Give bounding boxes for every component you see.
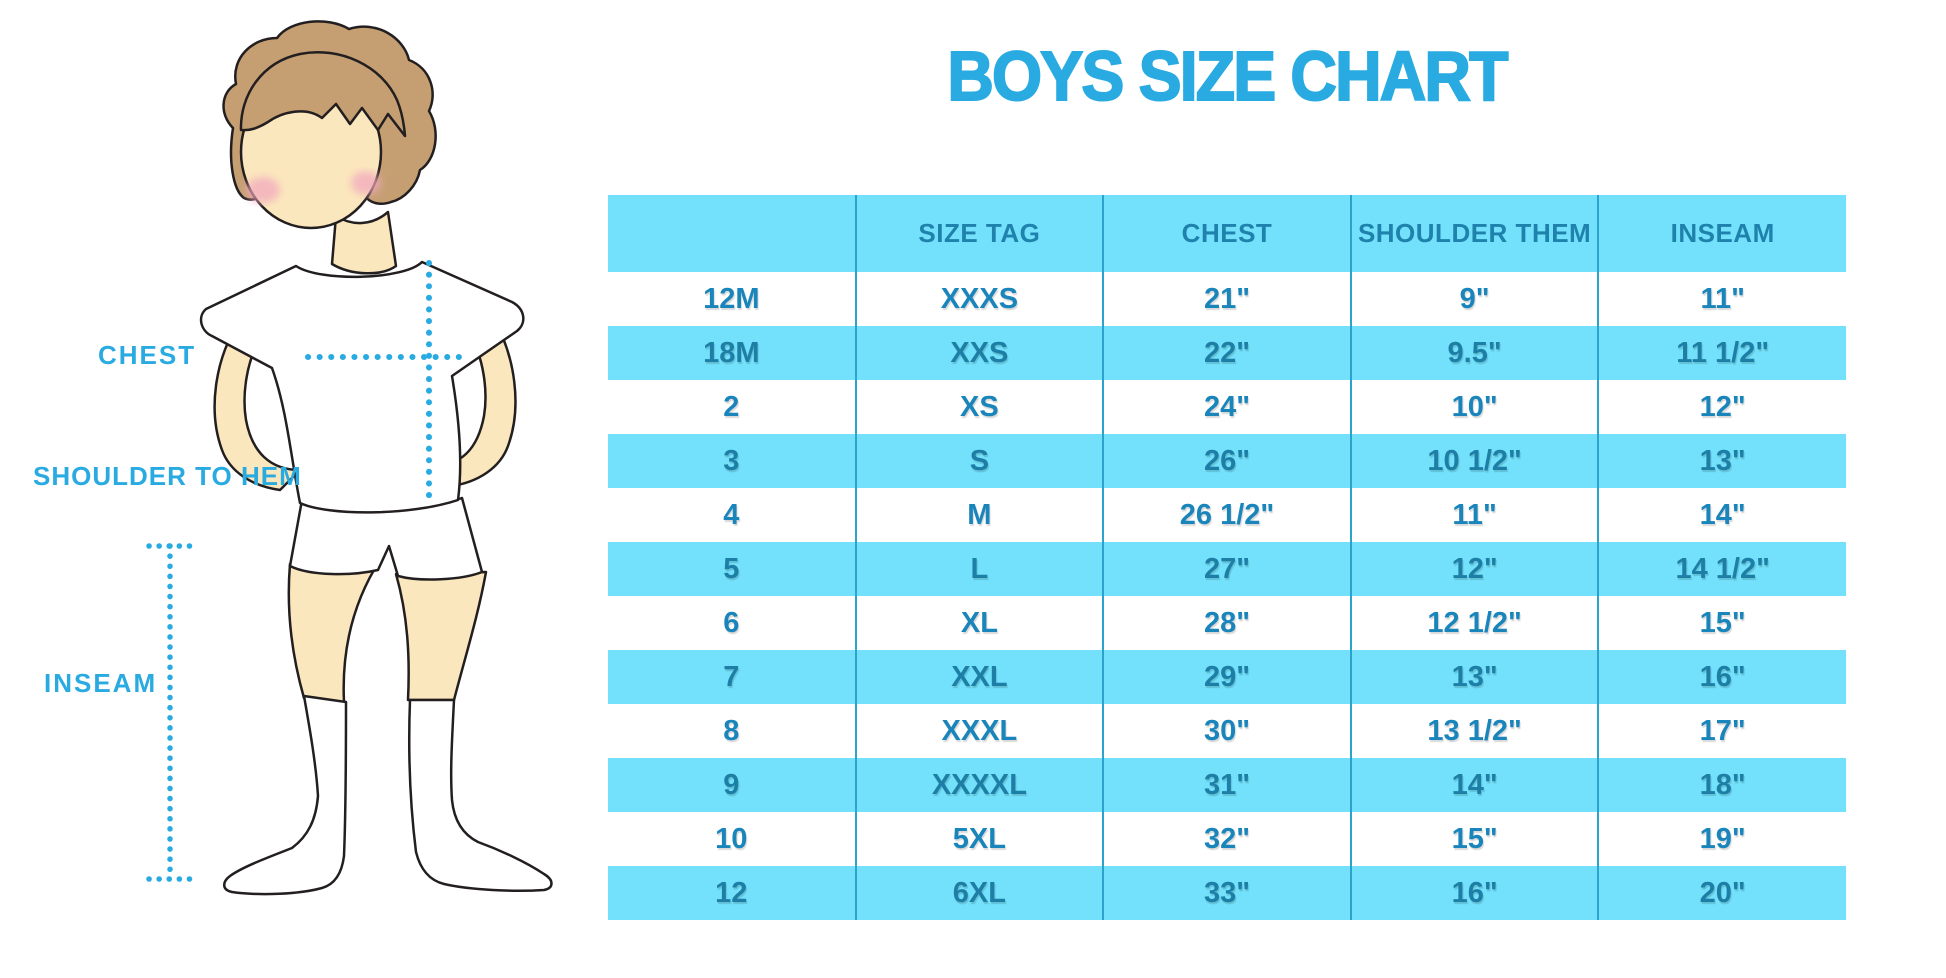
- header-size: [608, 195, 856, 272]
- cell-chest: 21": [1102, 272, 1351, 326]
- cell-chest: 31": [1102, 758, 1351, 812]
- cell-shoulder: 9": [1349, 272, 1599, 326]
- cell-size-tag: XL: [854, 596, 1104, 650]
- cell-size-tag: XXXL: [854, 704, 1104, 758]
- cell-chest: 33": [1102, 866, 1351, 920]
- table-row: 2 XS 24" 10" 12": [608, 380, 1846, 434]
- cell-size-tag: L: [854, 542, 1104, 596]
- t-shirt: [199, 260, 525, 514]
- page-title: BOYS SIZE CHART: [946, 36, 1509, 116]
- cell-shoulder: 13 1/2": [1349, 704, 1599, 758]
- cell-inseam: 13": [1597, 434, 1846, 488]
- cell-inseam: 14 1/2": [1597, 542, 1846, 596]
- table-row: 12 6XL 33" 16" 20": [608, 866, 1846, 920]
- left-arm: [213, 318, 302, 492]
- cell-size-tag: 5XL: [854, 812, 1104, 866]
- right-leg: [394, 570, 488, 702]
- cell-chest: 27": [1102, 542, 1351, 596]
- cell-chest: 32": [1102, 812, 1351, 866]
- cell-size: 3: [723, 444, 740, 477]
- cell-shoulder: 13": [1349, 650, 1599, 704]
- cell-size-tag: XXXXL: [854, 758, 1104, 812]
- cell-size: 6: [723, 606, 740, 639]
- cell-chest: 26 1/2": [1102, 488, 1351, 542]
- cell-size-tag: XXXS: [854, 272, 1104, 326]
- table-row: 7 XXL 29" 13" 16": [608, 650, 1846, 704]
- cell-size: 4: [723, 498, 740, 531]
- cell-size: 2: [723, 390, 740, 423]
- cell-shoulder: 15": [1349, 812, 1599, 866]
- cell-inseam: 17": [1597, 704, 1846, 758]
- boys-size-table: SIZE TAG CHEST SHOULDER THEM INSEAM 12M …: [608, 195, 1846, 920]
- table-row: 12M XXXS 21" 9" 11": [608, 272, 1846, 326]
- neck: [330, 210, 398, 275]
- cell-inseam: 15": [1597, 596, 1846, 650]
- cell-inseam: 11": [1597, 272, 1846, 326]
- left-leg: [287, 558, 382, 704]
- table-row: 4 M 26 1/2" 11" 14": [608, 488, 1846, 542]
- cell-shoulder: 12": [1349, 542, 1599, 596]
- header-chest: CHEST: [1102, 195, 1351, 272]
- cell-inseam: 19": [1597, 812, 1846, 866]
- cell-chest: 26": [1102, 434, 1351, 488]
- header-inseam: INSEAM: [1597, 195, 1846, 272]
- cell-shoulder: 11": [1349, 488, 1599, 542]
- header-size-tag: SIZE TAG: [854, 195, 1104, 272]
- table-row: 6 XL 28" 12 1/2" 15": [608, 596, 1846, 650]
- cell-chest: 22": [1102, 326, 1351, 380]
- cell-size: 18M: [703, 336, 760, 369]
- inseam-label: INSEAM: [44, 668, 158, 698]
- cell-size-tag: XXS: [854, 326, 1104, 380]
- shoulder-to-hem-label: SHOULDER TO HEM: [33, 461, 302, 491]
- chest-label: CHEST: [98, 340, 197, 370]
- cell-size: 5: [723, 552, 740, 585]
- cell-shoulder: 9.5": [1349, 326, 1599, 380]
- cell-shoulder: 12 1/2": [1349, 596, 1599, 650]
- boy-measurement-figure: CHEST SHOULDER TO HEM INSEAM: [0, 0, 600, 973]
- right-sock-foot: [408, 698, 553, 892]
- left-sock-foot: [223, 694, 348, 896]
- table-row: 3 S 26" 10 1/2" 13": [608, 434, 1846, 488]
- cell-size: 9: [723, 768, 740, 801]
- table-row: 9 XXXXL 31" 14" 18": [608, 758, 1846, 812]
- cell-size-tag: XXL: [854, 650, 1104, 704]
- cell-size: 8: [723, 714, 740, 747]
- cell-inseam: 20": [1597, 866, 1846, 920]
- cell-inseam: 18": [1597, 758, 1846, 812]
- cell-size: 10: [715, 822, 748, 855]
- cell-shoulder: 10": [1349, 380, 1599, 434]
- cell-chest: 24": [1102, 380, 1351, 434]
- cell-size: 12M: [703, 282, 760, 315]
- cell-chest: 28": [1102, 596, 1351, 650]
- header-shoulder-them: SHOULDER THEM: [1349, 195, 1599, 272]
- blush-cheeks: [246, 171, 381, 203]
- cell-inseam: 16": [1597, 650, 1846, 704]
- table-row: 10 5XL 32" 15" 19": [608, 812, 1846, 866]
- cell-shoulder: 16": [1349, 866, 1599, 920]
- cell-inseam: 14": [1597, 488, 1846, 542]
- cell-chest: 29": [1102, 650, 1351, 704]
- table-row: 8 XXXL 30" 13 1/2" 17": [608, 704, 1846, 758]
- cell-shoulder: 10 1/2": [1349, 434, 1599, 488]
- table-row: 5 L 27" 12" 14 1/2": [608, 542, 1846, 596]
- cell-size-tag: 6XL: [854, 866, 1104, 920]
- cell-shoulder: 14": [1349, 758, 1599, 812]
- hair-fringe: [239, 51, 407, 138]
- cell-chest: 30": [1102, 704, 1351, 758]
- table-header-row: SIZE TAG CHEST SHOULDER THEM INSEAM: [608, 195, 1846, 272]
- table-row: 18M XXS 22" 9.5" 11 1/2": [608, 326, 1846, 380]
- boy-illustration: [146, 20, 553, 896]
- cell-size: 12: [715, 876, 748, 909]
- cell-inseam: 11 1/2": [1597, 326, 1846, 380]
- cell-size-tag: XS: [854, 380, 1104, 434]
- cell-size: 7: [723, 660, 740, 693]
- cell-size-tag: S: [854, 434, 1104, 488]
- measurement-dotted-lines: [146, 260, 465, 882]
- cell-inseam: 12": [1597, 380, 1846, 434]
- cell-size-tag: M: [854, 488, 1104, 542]
